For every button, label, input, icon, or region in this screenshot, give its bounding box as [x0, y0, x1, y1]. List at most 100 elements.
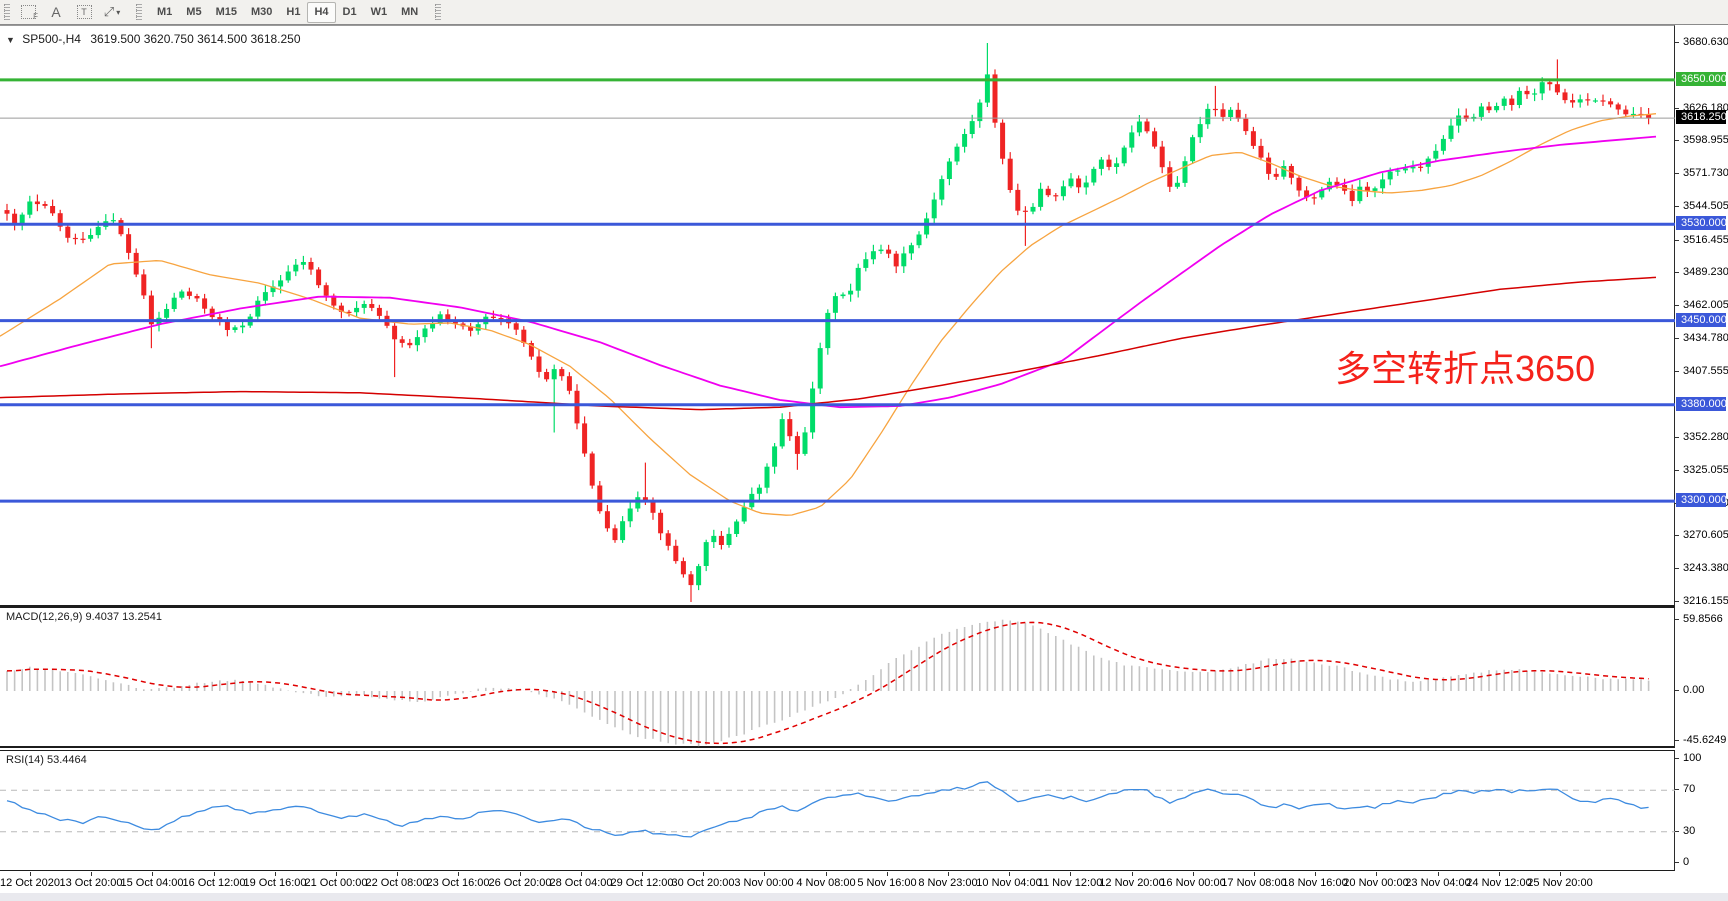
price-tick — [1675, 140, 1679, 141]
date-tick — [1254, 872, 1255, 876]
price-tick-label: 3544.505 — [1683, 200, 1728, 212]
rsi-tick — [1675, 831, 1679, 832]
timeframe-button-w1[interactable]: W1 — [370, 6, 388, 18]
price-tick-label: 3516.455 — [1683, 234, 1728, 246]
timeframe-button-mn[interactable]: MN — [401, 6, 419, 18]
rsi-tick-label: 100 — [1683, 752, 1702, 764]
rsi-tick — [1675, 862, 1679, 863]
macd-tick-label: -45.6249 — [1683, 734, 1727, 746]
rsi-label: RSI(14) 53.4464 — [6, 754, 87, 766]
price-badge: 3300.000 — [1676, 493, 1727, 507]
price-tick-label: 3352.280 — [1683, 431, 1728, 443]
price-tick — [1675, 568, 1679, 569]
timeframe-button-m1[interactable]: M1 — [157, 6, 173, 18]
timeframe-button-m5[interactable]: M5 — [186, 6, 202, 18]
price-tick — [1675, 371, 1679, 372]
price-badge: 3380.000 — [1676, 397, 1727, 411]
timeframe-button-group: M1 M5 M15 M30 H1 H4 D1 W1 MN — [150, 1, 425, 23]
macd-label: MACD(12,26,9) 9.4037 13.2541 — [6, 611, 162, 623]
text-box-tool-button[interactable]: T — [72, 2, 96, 22]
price-tick — [1675, 437, 1679, 438]
chart-symbol-period: SP500-,H4 — [22, 32, 81, 46]
rsi-tick-label: 0 — [1683, 856, 1690, 868]
price-chart-panel[interactable]: ▼ SP500-,H4 3619.500 3620.750 3614.500 3… — [0, 25, 1675, 607]
date-label: 22 Oct 08:00 — [365, 877, 429, 889]
rsi-axis[interactable]: 100 70 30 0 — [1675, 750, 1728, 871]
price-badge: 3530.000 — [1676, 216, 1727, 230]
price-tick-label: 3489.230 — [1683, 266, 1728, 278]
date-label: 17 Nov 08:00 — [1221, 877, 1287, 889]
date-tick — [642, 872, 643, 876]
rsi-panel[interactable]: RSI(14) 53.4464 — [0, 750, 1675, 871]
date-label: 11 Nov 12:00 — [1037, 877, 1103, 889]
timeframe-button-d1[interactable]: D1 — [342, 6, 357, 18]
timeframe-button-m30[interactable]: M30 — [250, 6, 273, 18]
price-tick — [1675, 206, 1679, 207]
rsi-canvas[interactable] — [0, 751, 1675, 872]
date-tick — [1193, 872, 1194, 876]
price-tick-label: 3598.955 — [1683, 134, 1728, 146]
date-label: 21 Oct 00:00 — [304, 877, 368, 889]
date-tick — [30, 872, 31, 876]
date-tick — [764, 872, 765, 876]
macd-tick-label: 0.00 — [1683, 684, 1705, 696]
price-tick — [1675, 240, 1679, 241]
candlestick-canvas[interactable] — [0, 26, 1675, 608]
toolbar-grip[interactable] — [4, 4, 10, 20]
date-label: 4 Nov 08:00 — [796, 877, 856, 889]
price-tick — [1675, 338, 1679, 339]
price-tick — [1675, 173, 1679, 174]
date-tick — [1315, 872, 1316, 876]
annotation-text[interactable]: 多空转折点3650 — [1335, 348, 1596, 389]
dotted-frame-icon — [20, 5, 36, 19]
date-label: 23 Oct 16:00 — [426, 877, 490, 889]
toolbar: F A T ⤢ ▾ M1 M5 M15 M30 H1 H4 D1 W1 MN — [0, 0, 1728, 25]
price-badge: 3618.250 — [1676, 110, 1727, 124]
price-tick — [1675, 108, 1679, 109]
price-badge: 3450.000 — [1676, 313, 1727, 327]
date-label: 30 Oct 20:00 — [671, 877, 735, 889]
price-tick — [1675, 42, 1679, 43]
price-tick-label: 3571.730 — [1683, 167, 1728, 179]
price-tick-label: 3462.005 — [1683, 299, 1728, 311]
macd-panel[interactable]: MACD(12,26,9) 9.4037 13.2541 — [0, 607, 1675, 748]
text-label-tool-button[interactable]: A — [51, 4, 61, 20]
date-label: 26 Oct 20:00 — [488, 877, 552, 889]
price-tick-label: 3407.555 — [1683, 365, 1728, 377]
date-label: 23 Nov 04:00 — [1405, 877, 1471, 889]
date-axis[interactable]: 12 Oct 2020 13 Oct 20:00 15 Oct 04:00 16 Oc… — [0, 872, 1728, 901]
macd-tick — [1675, 690, 1679, 691]
date-tick — [1070, 872, 1071, 876]
arrows-tool-button[interactable]: ⤢ ▾ — [100, 2, 124, 22]
arrows-icon: ⤢ — [103, 4, 115, 19]
macd-canvas[interactable] — [0, 608, 1675, 749]
date-label: 5 Nov 16:00 — [857, 877, 917, 889]
timeframe-button-h4[interactable]: H4 — [307, 1, 336, 23]
date-tick — [887, 872, 888, 876]
price-tick — [1675, 305, 1679, 306]
date-label: 20 Nov 00:00 — [1343, 877, 1409, 889]
price-badge: 3650.000 — [1676, 72, 1727, 86]
timeframe-button-m15[interactable]: M15 — [215, 6, 237, 18]
date-label: 16 Oct 12:00 — [182, 877, 246, 889]
price-tick-label: 3680.630 — [1683, 36, 1728, 48]
toolbar-grip-2[interactable] — [136, 4, 142, 20]
date-tick — [703, 872, 704, 876]
date-tick — [1132, 872, 1133, 876]
rsi-tick — [1675, 758, 1679, 759]
price-axis[interactable]: 3680.630 3626.180 3598.955 3571.730 3544.505… — [1675, 25, 1728, 607]
price-tick-label: 3434.780 — [1683, 332, 1728, 344]
price-tick — [1675, 601, 1679, 602]
date-label: 10 Nov 04:00 — [976, 877, 1042, 889]
grid-frame-tool-button[interactable]: F — [16, 2, 40, 22]
price-tick-label: 3270.605 — [1683, 529, 1728, 541]
date-tick — [1009, 872, 1010, 876]
chart-expand-triangle-icon[interactable]: ▼ — [6, 35, 15, 45]
macd-axis[interactable]: 59.8566 0.00 -45.6249 — [1675, 607, 1728, 748]
timeframe-button-h1[interactable]: H1 — [286, 6, 301, 18]
price-tick — [1675, 470, 1679, 471]
price-tick — [1675, 535, 1679, 536]
date-tick — [91, 872, 92, 876]
toolbar-grip-3[interactable] — [435, 4, 442, 20]
date-label: 12 Oct 2020 — [0, 877, 60, 889]
